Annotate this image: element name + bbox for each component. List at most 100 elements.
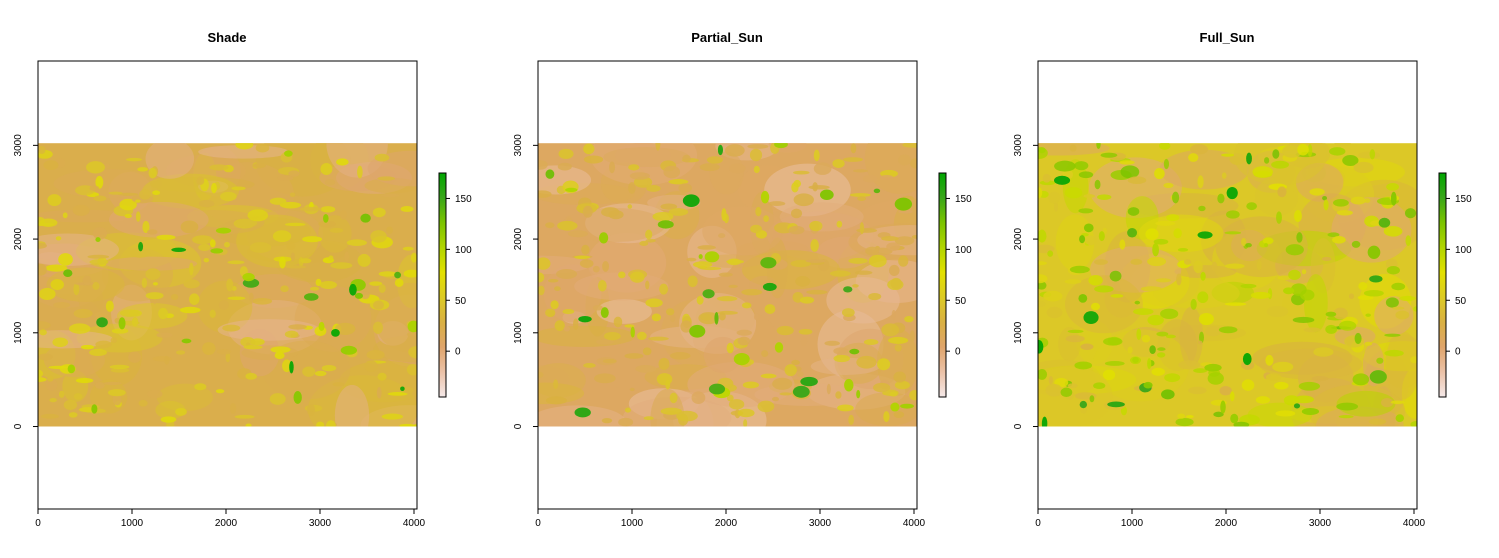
raster-hotspot <box>289 360 294 374</box>
raster-leaf <box>240 337 256 347</box>
raster-leaf <box>63 399 78 410</box>
raster-leaf <box>1321 256 1332 262</box>
raster-leaf <box>859 222 865 235</box>
raster-leaf <box>53 302 71 309</box>
raster-leaf <box>848 414 855 426</box>
raster-leaf <box>1395 310 1410 320</box>
raster-leaf <box>1093 382 1106 390</box>
raster-leaf <box>791 182 799 193</box>
raster-leaf <box>1130 258 1143 265</box>
raster-leaf <box>753 165 760 174</box>
raster-leaf <box>1364 341 1373 346</box>
raster-hotspot <box>63 269 73 277</box>
raster-leaf <box>833 347 849 355</box>
raster-leaf <box>1353 161 1374 174</box>
raster-leaf <box>124 213 132 219</box>
panel-shade: Shade 0 1000 2000 3000 4000 0 1000 2000 3000 0 50 1… <box>13 30 472 529</box>
raster-leaf <box>562 309 575 315</box>
raster-leaf <box>279 201 302 209</box>
raster-leaf <box>330 262 353 269</box>
raster-leaf <box>718 272 733 277</box>
raster-leaf <box>314 370 327 377</box>
raster-leaf <box>1166 214 1180 222</box>
raster-leaf <box>669 392 678 404</box>
raster-leaf <box>403 269 417 278</box>
x-tick-label: 4000 <box>403 518 426 529</box>
raster-hotspot <box>1378 217 1391 228</box>
raster-leaf <box>652 212 674 222</box>
raster-leaf <box>194 383 207 391</box>
plot-frame <box>537 60 918 510</box>
raster-leaf <box>761 350 769 358</box>
raster-leaf <box>779 392 792 396</box>
raster-hotspot <box>717 144 724 156</box>
raster-leaf <box>628 182 636 194</box>
raster-hotspot <box>1220 400 1226 414</box>
raster-patch <box>1092 329 1190 402</box>
raster-leaf <box>111 328 129 334</box>
x-tick-label: 2000 <box>1215 518 1238 529</box>
raster-leaf <box>410 252 417 263</box>
raster-leaf <box>852 284 859 288</box>
raster-leaf <box>1119 239 1126 250</box>
raster-hotspot <box>340 345 358 355</box>
raster-leaf <box>666 308 675 316</box>
raster-leaf <box>736 329 752 336</box>
raster-leaf <box>1336 402 1359 411</box>
raster-leaf <box>841 308 855 317</box>
raster-leaf <box>554 320 565 331</box>
raster-leaf <box>1156 352 1166 358</box>
raster-leaf <box>1332 236 1346 244</box>
raster-leaf <box>1094 285 1114 293</box>
raster-leaf <box>602 260 610 272</box>
raster-leaf <box>374 153 390 162</box>
x-tick-label: 0 <box>35 518 41 529</box>
raster-hotspot <box>1127 227 1138 238</box>
raster-leaf <box>1069 265 1090 274</box>
raster-leaf <box>411 350 417 357</box>
raster-patch <box>1153 277 1240 309</box>
y-tick-label: 2000 <box>13 228 24 251</box>
raster-leaf <box>82 275 92 286</box>
raster-patch <box>538 165 592 195</box>
raster-leaf <box>911 235 917 239</box>
raster-leaf <box>668 179 689 185</box>
raster-patch <box>318 215 352 253</box>
raster-leaf <box>1156 331 1169 337</box>
raster-leaf <box>810 239 819 252</box>
legend-tick-label: 50 <box>455 296 467 307</box>
raster-leaf <box>1309 188 1325 196</box>
raster-hotspot <box>331 329 340 337</box>
raster-leaf <box>47 194 62 207</box>
raster-leaf <box>1165 334 1176 339</box>
raster-leaf <box>636 331 647 341</box>
raster-leaf <box>227 296 246 300</box>
raster-leaf <box>618 417 634 427</box>
raster-leaf <box>538 160 548 170</box>
raster-leaf <box>790 208 803 219</box>
x-tick-label: 1000 <box>1121 518 1144 529</box>
raster-leaf <box>669 351 691 360</box>
raster-leaf <box>881 323 900 337</box>
raster-leaf <box>137 167 149 172</box>
raster-leaf <box>126 157 143 162</box>
raster-leaf <box>284 330 299 338</box>
raster-leaf <box>328 255 334 261</box>
raster-hotspot <box>1152 243 1159 257</box>
raster-hotspot <box>1242 353 1252 366</box>
raster-leaf <box>1352 373 1370 386</box>
raster-leaf <box>760 373 777 379</box>
raster-leaf <box>47 375 54 382</box>
raster-leaf <box>680 320 692 333</box>
raster-hotspot <box>843 286 853 293</box>
raster-leaf <box>788 225 805 235</box>
raster-leaf <box>1088 275 1103 286</box>
raster-leaf <box>1264 157 1270 164</box>
raster-leaf <box>618 271 626 279</box>
raster-hotspot <box>819 189 834 200</box>
x-tick-label: 3000 <box>809 518 832 529</box>
legend-tick-label: 0 <box>955 347 961 358</box>
raster-leaf <box>58 390 65 398</box>
raster-leaf <box>179 306 201 314</box>
